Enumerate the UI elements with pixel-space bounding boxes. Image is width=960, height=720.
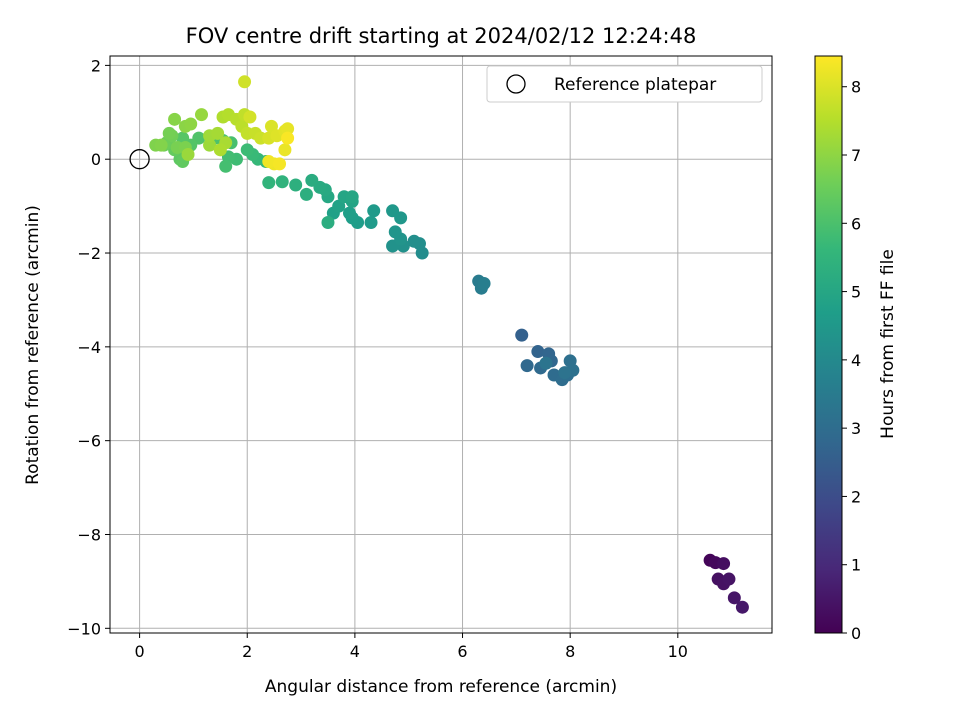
scatter-point (515, 328, 529, 342)
scatter-point (727, 591, 741, 605)
scatter-point (194, 108, 208, 122)
y-tick-label: −10 (67, 619, 101, 638)
chart-title: FOV centre drift starting at 2024/02/12 … (186, 24, 697, 48)
x-tick-label: 2 (242, 642, 252, 661)
y-tick-label: −8 (77, 525, 101, 544)
colorbar-tick-label: 5 (851, 283, 861, 302)
y-tick-label: −4 (77, 338, 101, 357)
scatter-point (211, 126, 225, 140)
plot-frame (109, 55, 773, 634)
axis-ticks: 0 2 4 6 8 10 −10 −8 −6 −4 −2 0 2 (67, 56, 688, 661)
scatter-point (281, 131, 295, 145)
scatter-point (305, 173, 319, 187)
colorbar-ticks: 0 1 2 3 4 5 6 7 8 (842, 78, 861, 643)
colorbar-gradient (814, 55, 843, 634)
scatter-point (262, 155, 276, 169)
scatter-point (722, 572, 736, 586)
scatter-point (558, 366, 572, 380)
scatter-point (219, 159, 233, 173)
x-tick-label: 0 (135, 642, 145, 661)
x-tick-label: 8 (565, 642, 575, 661)
scatter-point (240, 143, 254, 157)
legend: Reference platepar (486, 65, 763, 103)
scatter-point (289, 178, 303, 192)
colorbar-tick-label: 7 (851, 146, 861, 165)
scatter-point (345, 190, 359, 204)
scatter-point (717, 557, 731, 571)
x-tick-label: 6 (457, 642, 467, 661)
colorbar-tick-label: 0 (851, 624, 861, 643)
scatter-point (520, 359, 534, 373)
grid-lines (110, 56, 772, 633)
y-tick-label: 0 (91, 150, 101, 169)
scatter-point (213, 143, 227, 157)
scatter-point (168, 112, 182, 126)
scatter-point (477, 277, 491, 291)
scatter-point (343, 206, 357, 220)
scatter-point (531, 345, 545, 359)
scatter-point (388, 225, 402, 239)
scatter-point (184, 117, 198, 131)
y-axis-label: Rotation from reference (arcmin) (23, 205, 43, 485)
scatter-point (364, 216, 378, 230)
scatter-point (407, 234, 421, 248)
scatter-point (203, 138, 217, 152)
legend-label-reference: Reference platepar (554, 75, 716, 95)
colorbar-tick-label: 2 (851, 487, 861, 506)
scatter-point (299, 187, 313, 201)
colorbar-tick-label: 6 (851, 214, 861, 233)
y-tick-label: −2 (77, 244, 101, 263)
scatter-point (262, 176, 276, 190)
scatter-point (321, 216, 335, 230)
scatter-point (735, 600, 749, 614)
scatter-point (273, 157, 287, 171)
colorbar-tick-label: 8 (851, 78, 861, 97)
colorbar-tick-label: 1 (851, 556, 861, 575)
scatter-point (386, 204, 400, 218)
scatter-point (154, 138, 168, 152)
scatter-point (367, 204, 381, 218)
scatter-point (238, 75, 252, 89)
colorbar-tick-label: 4 (851, 351, 861, 370)
colorbar-label: Hours from first FF file (878, 249, 898, 439)
x-tick-label: 4 (350, 642, 360, 661)
legend-marker-reference (506, 74, 526, 94)
scatter-point (281, 122, 295, 136)
y-tick-label: 2 (91, 56, 101, 75)
y-tick-label: −6 (77, 432, 101, 451)
x-axis-label: Angular distance from reference (arcmin) (265, 677, 617, 697)
scatter-point (181, 148, 195, 162)
reference-point-marker (129, 149, 150, 170)
scatter-point (278, 143, 292, 157)
scatter-point (243, 110, 257, 124)
x-tick-label: 10 (668, 642, 688, 661)
colorbar-tick-label: 3 (851, 419, 861, 438)
scatter-point (539, 356, 553, 370)
legend-box (486, 65, 763, 103)
scatter-point (162, 126, 176, 140)
scatter-points (129, 75, 749, 614)
scatter-point (275, 175, 289, 189)
colorbar: 0 1 2 3 4 5 6 7 8 Hours from first FF file (814, 55, 898, 643)
